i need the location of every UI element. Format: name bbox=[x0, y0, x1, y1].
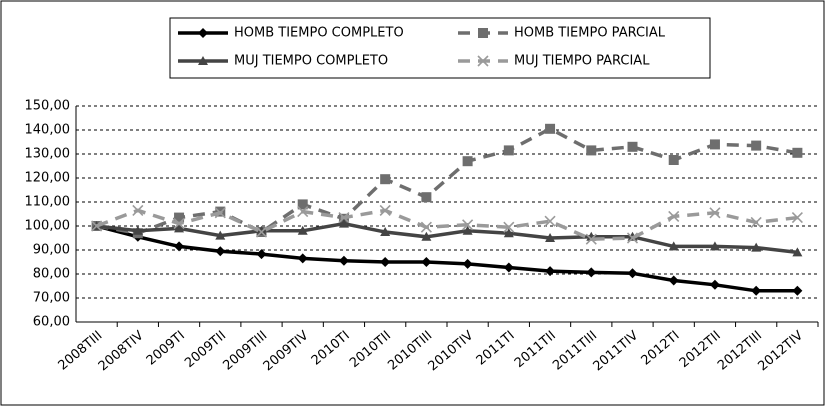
legend-label: MUJ TIEMPO COMPLETO bbox=[234, 54, 388, 69]
marker bbox=[421, 257, 432, 267]
marker bbox=[503, 221, 515, 233]
y-tick-label: 100,00 bbox=[25, 219, 71, 234]
marker bbox=[627, 268, 638, 279]
marker bbox=[668, 155, 679, 165]
series-line bbox=[96, 221, 798, 255]
y-tick-label: 150,00 bbox=[25, 99, 71, 114]
legend-label: MUJ TIEMPO PARCIAL bbox=[514, 54, 650, 69]
legend-box bbox=[169, 17, 711, 79]
marker bbox=[792, 247, 803, 257]
marker bbox=[709, 139, 720, 150]
marker bbox=[751, 285, 762, 296]
marker bbox=[586, 145, 597, 156]
marker bbox=[627, 141, 638, 152]
marker bbox=[626, 232, 639, 244]
marker bbox=[215, 246, 226, 257]
marker bbox=[421, 231, 432, 241]
marker bbox=[462, 258, 473, 269]
marker bbox=[668, 241, 679, 251]
marker bbox=[214, 207, 226, 219]
series-line bbox=[95, 208, 798, 241]
marker bbox=[380, 227, 391, 236]
marker bbox=[91, 220, 103, 232]
marker bbox=[792, 147, 803, 158]
legend-marker bbox=[198, 28, 208, 38]
marker bbox=[297, 225, 308, 235]
marker bbox=[132, 204, 144, 216]
legend-label: HOMB TIEMPO COMPLETO bbox=[234, 26, 404, 41]
marker bbox=[338, 218, 349, 228]
marker bbox=[297, 253, 308, 264]
y-tick-label: 80,00 bbox=[33, 267, 70, 282]
marker bbox=[215, 230, 226, 240]
marker bbox=[792, 285, 803, 296]
legend-marker bbox=[198, 56, 208, 65]
y-tick-label: 140,00 bbox=[25, 123, 71, 138]
marker bbox=[709, 279, 720, 290]
y-tick-label: 120,00 bbox=[25, 171, 71, 186]
marker bbox=[256, 249, 267, 260]
y-tick-label: 70,00 bbox=[33, 291, 70, 306]
marker bbox=[585, 233, 597, 245]
marker bbox=[462, 225, 473, 235]
y-tick-label: 60,00 bbox=[33, 315, 70, 330]
legend-label: HOMB TIEMPO PARCIAL bbox=[514, 26, 666, 41]
marker bbox=[751, 242, 762, 252]
marker bbox=[297, 206, 309, 218]
marker bbox=[791, 212, 803, 224]
marker bbox=[545, 233, 556, 242]
marker bbox=[338, 255, 349, 266]
marker bbox=[750, 216, 762, 228]
series-line bbox=[96, 224, 798, 293]
marker bbox=[132, 225, 143, 235]
legend-marker bbox=[477, 55, 489, 67]
marker bbox=[544, 215, 556, 227]
marker bbox=[503, 145, 514, 156]
y-tick-label: 110,00 bbox=[25, 195, 71, 210]
marker bbox=[420, 221, 432, 233]
marker bbox=[751, 140, 762, 151]
marker bbox=[379, 204, 391, 216]
marker bbox=[173, 218, 185, 230]
marker bbox=[174, 212, 185, 223]
marker bbox=[668, 210, 680, 222]
marker bbox=[586, 267, 597, 278]
marker bbox=[668, 275, 679, 286]
marker bbox=[545, 266, 556, 277]
series bbox=[91, 204, 803, 245]
marker bbox=[174, 241, 185, 252]
marker bbox=[545, 123, 556, 134]
y-tick-label: 90,00 bbox=[33, 243, 70, 258]
marker bbox=[380, 174, 391, 185]
marker bbox=[255, 226, 268, 238]
marker bbox=[709, 207, 721, 219]
marker bbox=[709, 241, 720, 251]
marker bbox=[256, 225, 267, 235]
marker bbox=[462, 156, 473, 167]
legend-marker bbox=[478, 28, 488, 38]
marker bbox=[297, 199, 308, 210]
marker bbox=[174, 223, 185, 233]
marker bbox=[380, 257, 391, 267]
marker bbox=[503, 262, 514, 273]
y-tick-label: 130,00 bbox=[25, 147, 71, 162]
marker bbox=[462, 219, 474, 231]
marker bbox=[421, 192, 432, 203]
marker bbox=[338, 212, 350, 224]
marker bbox=[503, 228, 514, 238]
series-line bbox=[96, 126, 798, 236]
